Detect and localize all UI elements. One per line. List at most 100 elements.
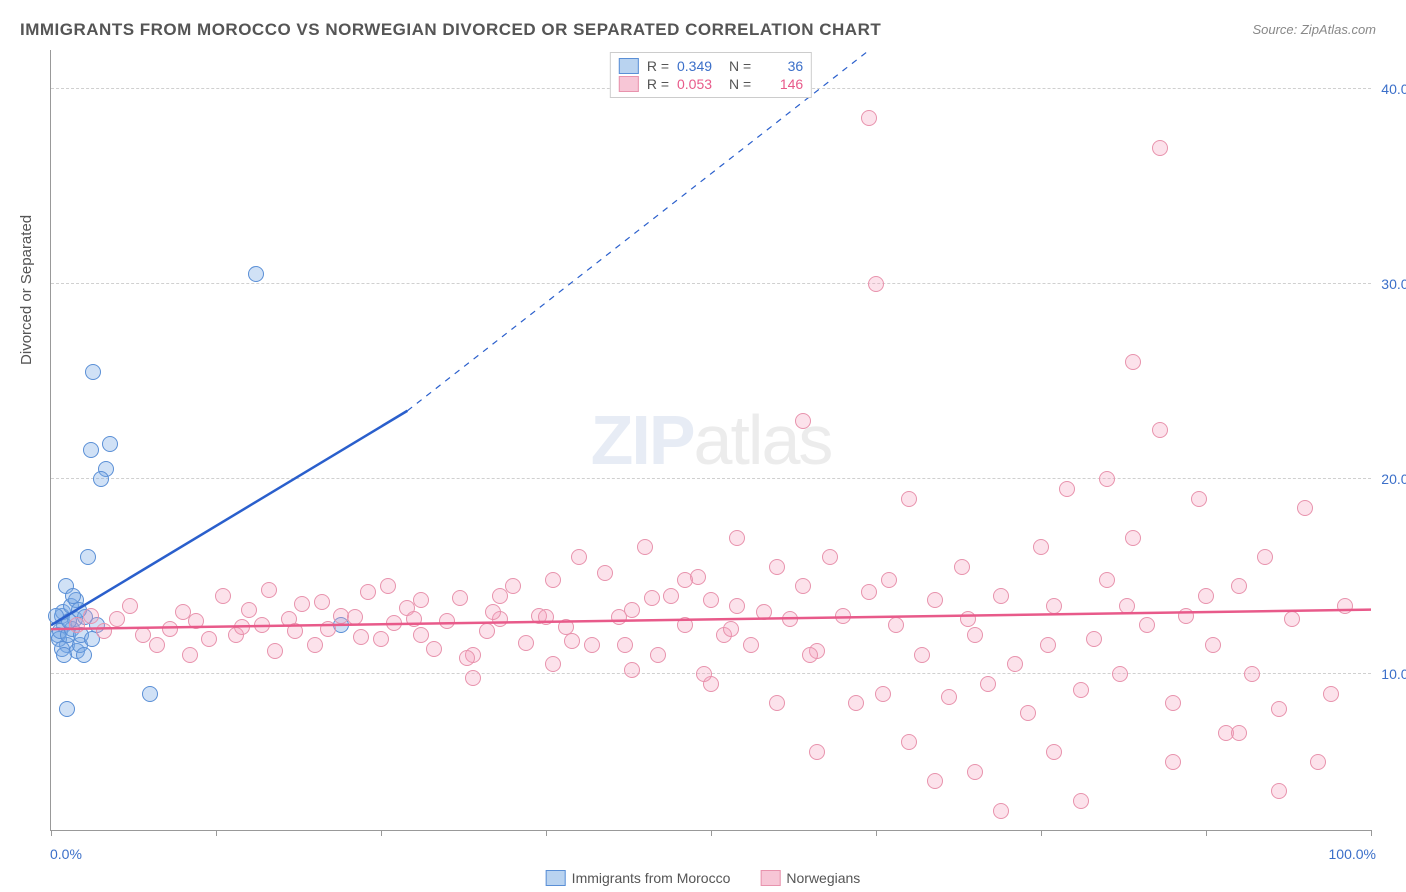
data-point bbox=[122, 598, 138, 614]
data-point bbox=[1073, 682, 1089, 698]
data-point bbox=[96, 623, 112, 639]
data-point bbox=[571, 549, 587, 565]
x-max-label: 100.0% bbox=[1329, 846, 1376, 862]
data-point bbox=[347, 609, 363, 625]
data-point bbox=[703, 592, 719, 608]
data-point bbox=[677, 617, 693, 633]
data-point bbox=[1119, 598, 1135, 614]
data-point bbox=[59, 701, 75, 717]
data-point bbox=[314, 594, 330, 610]
data-point bbox=[1125, 530, 1141, 546]
data-point bbox=[1271, 783, 1287, 799]
data-point bbox=[980, 676, 996, 692]
data-point bbox=[1046, 598, 1062, 614]
data-point bbox=[795, 413, 811, 429]
correlation-legend: R = 0.349 N = 36 R = 0.053 N = 146 bbox=[610, 52, 812, 98]
watermark: ZIPatlas bbox=[591, 400, 832, 480]
data-point bbox=[677, 572, 693, 588]
data-point bbox=[479, 623, 495, 639]
data-point bbox=[1198, 588, 1214, 604]
data-point bbox=[967, 627, 983, 643]
n-value-norwegians: 146 bbox=[759, 76, 803, 92]
data-point bbox=[307, 637, 323, 653]
data-point bbox=[1099, 572, 1115, 588]
data-point bbox=[413, 592, 429, 608]
data-point bbox=[696, 666, 712, 682]
data-point bbox=[624, 662, 640, 678]
watermark-thin: atlas bbox=[694, 401, 832, 479]
data-point bbox=[261, 582, 277, 598]
data-point bbox=[545, 656, 561, 672]
data-point bbox=[76, 647, 92, 663]
data-point bbox=[413, 627, 429, 643]
r-value-norwegians: 0.053 bbox=[677, 76, 721, 92]
data-point bbox=[597, 565, 613, 581]
data-point bbox=[492, 588, 508, 604]
data-point bbox=[248, 266, 264, 282]
data-point bbox=[769, 559, 785, 575]
data-point bbox=[822, 549, 838, 565]
data-point bbox=[149, 637, 165, 653]
chart-title: IMMIGRANTS FROM MOROCCO VS NORWEGIAN DIV… bbox=[20, 20, 881, 40]
data-point bbox=[545, 572, 561, 588]
data-point bbox=[80, 549, 96, 565]
data-point bbox=[848, 695, 864, 711]
data-point bbox=[215, 588, 231, 604]
data-point bbox=[1310, 754, 1326, 770]
data-point bbox=[993, 588, 1009, 604]
data-point bbox=[1139, 617, 1155, 633]
data-point bbox=[1152, 140, 1168, 156]
data-point bbox=[353, 629, 369, 645]
data-point bbox=[1112, 666, 1128, 682]
data-point bbox=[584, 637, 600, 653]
legend-item-morocco: Immigrants from Morocco bbox=[546, 870, 731, 886]
data-point bbox=[1059, 481, 1075, 497]
legend-row-morocco: R = 0.349 N = 36 bbox=[619, 57, 803, 75]
data-point bbox=[142, 686, 158, 702]
data-point bbox=[1231, 725, 1247, 741]
data-point bbox=[617, 637, 633, 653]
data-point bbox=[1046, 744, 1062, 760]
data-point bbox=[188, 613, 204, 629]
data-point bbox=[373, 631, 389, 647]
data-point bbox=[809, 744, 825, 760]
y-tick-label: 30.0% bbox=[1381, 276, 1406, 292]
series-legend: Immigrants from Morocco Norwegians bbox=[536, 870, 871, 886]
legend-row-norwegians: R = 0.053 N = 146 bbox=[619, 75, 803, 93]
swatch-norwegians-icon bbox=[760, 870, 780, 886]
x-tick bbox=[1206, 830, 1207, 836]
data-point bbox=[1040, 637, 1056, 653]
data-point bbox=[954, 559, 970, 575]
data-point bbox=[1165, 754, 1181, 770]
chart-container: IMMIGRANTS FROM MOROCCO VS NORWEGIAN DIV… bbox=[0, 0, 1406, 892]
legend-label-norwegians: Norwegians bbox=[786, 870, 860, 886]
data-point bbox=[162, 621, 178, 637]
r-label: R = bbox=[647, 58, 669, 74]
data-point bbox=[901, 734, 917, 750]
data-point bbox=[881, 572, 897, 588]
data-point bbox=[875, 686, 891, 702]
data-point bbox=[83, 442, 99, 458]
data-point bbox=[294, 596, 310, 612]
data-point bbox=[485, 604, 501, 620]
data-point bbox=[743, 637, 759, 653]
data-point bbox=[1007, 656, 1023, 672]
data-point bbox=[406, 611, 422, 627]
data-point bbox=[795, 578, 811, 594]
data-point bbox=[109, 611, 125, 627]
data-point bbox=[756, 604, 772, 620]
x-min-label: 0.0% bbox=[50, 846, 82, 862]
data-point bbox=[360, 584, 376, 600]
n-label: N = bbox=[729, 58, 751, 74]
data-point bbox=[650, 647, 666, 663]
y-tick-label: 10.0% bbox=[1381, 666, 1406, 682]
data-point bbox=[241, 602, 257, 618]
data-point bbox=[782, 611, 798, 627]
watermark-bold: ZIP bbox=[591, 401, 694, 479]
data-point bbox=[729, 530, 745, 546]
data-point bbox=[663, 588, 679, 604]
data-point bbox=[426, 641, 442, 657]
data-point bbox=[85, 364, 101, 380]
swatch-morocco-icon bbox=[546, 870, 566, 886]
data-point bbox=[1152, 422, 1168, 438]
